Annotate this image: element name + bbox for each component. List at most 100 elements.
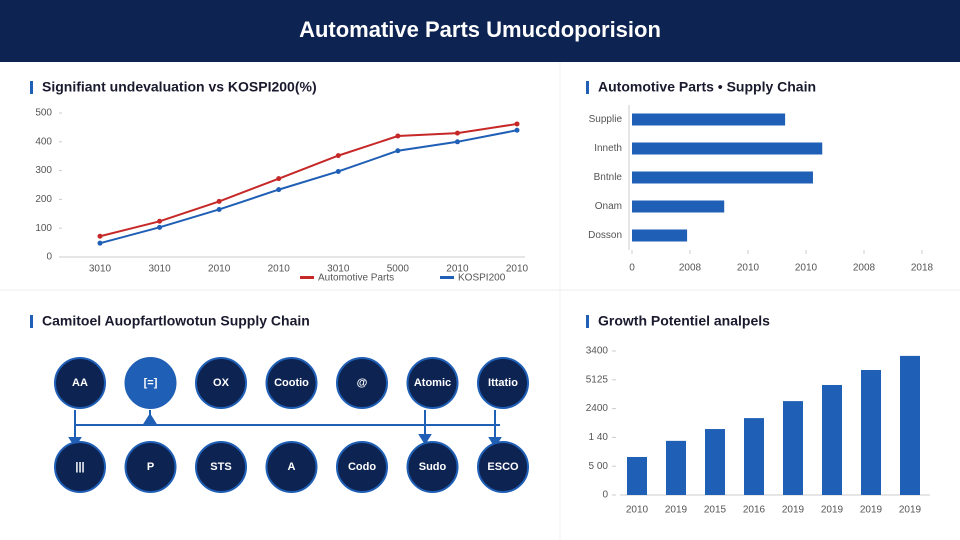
supplier-node — [54, 441, 106, 493]
title-marker — [586, 81, 589, 94]
node-label: Codo — [348, 461, 376, 473]
node-label: ||| — [75, 461, 84, 473]
bar — [632, 113, 786, 126]
point — [97, 233, 103, 239]
point — [157, 224, 163, 230]
point — [335, 153, 341, 159]
bar — [822, 384, 842, 495]
point — [216, 206, 222, 212]
point — [395, 148, 401, 154]
y-tick-label: Inneth — [594, 143, 622, 154]
point — [97, 240, 103, 246]
supplier-node — [265, 441, 318, 493]
x-tick-label: 3010 — [148, 264, 171, 275]
x-tick-label: 3010 — [89, 264, 112, 275]
x-tick-label: 2008 — [679, 263, 702, 274]
bar — [744, 418, 764, 495]
supplier-node — [406, 357, 459, 409]
bar — [783, 401, 803, 495]
title-marker — [586, 315, 589, 328]
point — [514, 121, 520, 127]
bar — [632, 171, 813, 184]
supplier-node — [336, 441, 388, 493]
legend-swatch — [300, 276, 314, 279]
y-tick-label: 0 — [602, 490, 608, 501]
y-tick-label: 5125 — [586, 374, 609, 385]
node-label: A — [288, 461, 296, 473]
panel-title: Signifiant undevaluation vs KOSPI200(%) — [42, 79, 317, 95]
y-tick-label: 5 00 — [589, 461, 609, 472]
title-marker — [30, 315, 33, 328]
y-tick-label: 500 — [35, 108, 52, 119]
y-tick-label: 400 — [35, 136, 52, 147]
node-label: ESCO — [487, 461, 519, 473]
node-label: OX — [213, 377, 230, 389]
point — [157, 218, 163, 224]
x-tick-label: 2019 — [860, 505, 883, 516]
supplier-node — [54, 357, 106, 409]
supplier-node — [477, 357, 529, 409]
supplier-node — [195, 441, 247, 493]
bar — [666, 440, 686, 495]
supplier-node — [195, 357, 247, 409]
node-label: Atomic — [414, 377, 451, 389]
point — [216, 198, 222, 204]
header-bar — [0, 0, 960, 62]
y-tick-label: Dosson — [588, 230, 622, 241]
supplier-node — [124, 441, 177, 493]
x-tick-label: 2010 — [737, 263, 760, 274]
x-tick-label: 3010 — [327, 264, 350, 275]
supplier-node — [265, 357, 318, 409]
y-tick-label: 0 — [46, 252, 52, 263]
x-tick-label: 2010 — [446, 264, 469, 275]
node-label: @ — [357, 377, 368, 389]
y-tick-label: Bntnle — [594, 172, 623, 183]
y-tick-label: 200 — [35, 194, 52, 205]
x-tick-label: 2010 — [208, 264, 231, 275]
series-line — [99, 129, 518, 245]
x-tick-label: 2010 — [626, 505, 649, 516]
node-label: P — [147, 461, 154, 473]
supplier-node — [477, 441, 529, 493]
node-label: Sudo — [419, 461, 447, 473]
supplier-node — [336, 357, 388, 409]
supplier-node — [406, 441, 459, 493]
x-tick-label: 2008 — [853, 263, 876, 274]
node-label: STS — [210, 461, 231, 473]
point — [335, 168, 341, 174]
point — [276, 176, 282, 182]
bar — [900, 355, 920, 495]
bar — [632, 229, 688, 242]
y-tick-label: Supplie — [589, 114, 623, 125]
node-label: Ittatio — [488, 377, 518, 389]
x-tick-label: 2019 — [665, 505, 688, 516]
point — [514, 127, 520, 133]
bar — [705, 429, 725, 495]
panel-title: Camitoel Auopfartlowotun Supply Chain — [42, 313, 310, 329]
legend-swatch — [440, 276, 454, 279]
point — [395, 133, 401, 139]
point — [454, 130, 460, 136]
legend-label: Automotive Parts — [318, 273, 394, 284]
x-tick-label: 2010 — [795, 263, 818, 274]
node-label: [=] — [144, 377, 158, 389]
y-tick-label: 3400 — [586, 346, 609, 357]
y-tick-label: 2400 — [586, 403, 609, 414]
panel-title: Growth Potentiel analpels — [598, 313, 770, 329]
point — [276, 187, 282, 193]
y-tick-label: 1 40 — [589, 432, 609, 443]
x-tick-label: 2019 — [821, 505, 844, 516]
node-label: Cootio — [274, 377, 309, 389]
bar — [861, 370, 881, 495]
x-tick-label: 0 — [629, 263, 635, 274]
x-tick-label: 2019 — [782, 505, 805, 516]
supplier-node — [124, 357, 177, 409]
x-tick-label: 2016 — [743, 505, 766, 516]
y-tick-label: 100 — [35, 223, 52, 234]
title-marker — [30, 81, 33, 94]
x-tick-label: 2015 — [704, 505, 727, 516]
x-tick-label: 2010 — [506, 264, 529, 275]
x-tick-label: 2010 — [268, 264, 291, 275]
x-tick-label: 5000 — [387, 264, 410, 275]
